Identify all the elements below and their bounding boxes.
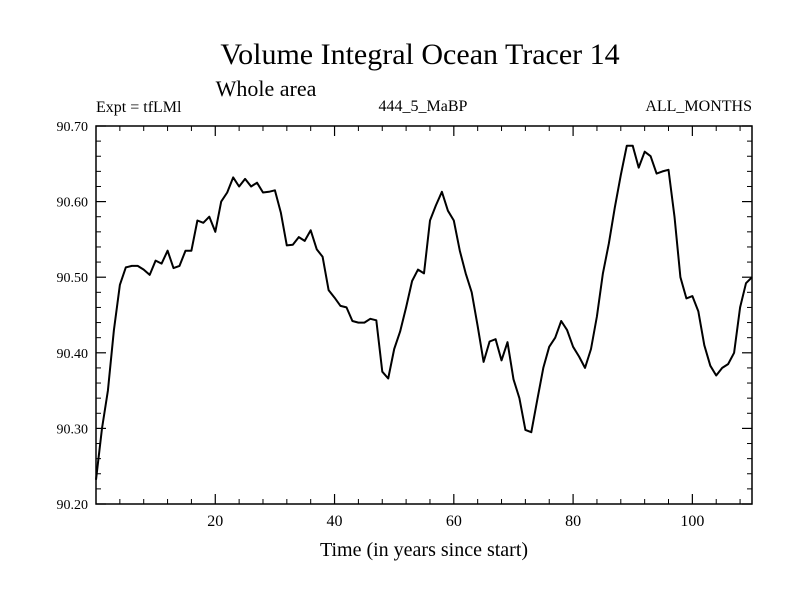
chart-subtitle: Whole area bbox=[216, 76, 317, 101]
axes-layer bbox=[95, 125, 753, 505]
x-tick-label: 60 bbox=[446, 513, 462, 530]
x-tick-label: 80 bbox=[565, 513, 581, 530]
header-right-label: ALL_MONTHS bbox=[645, 98, 752, 115]
x-tick-label: 20 bbox=[207, 513, 223, 530]
plot-frame bbox=[95, 125, 753, 505]
y-tick-label: 90.40 bbox=[57, 347, 89, 362]
x-tick-label: 100 bbox=[680, 513, 704, 530]
header-left-label: Expt = tfLMl bbox=[96, 99, 182, 116]
x-tick-label: 40 bbox=[327, 513, 343, 530]
series-line bbox=[95, 144, 753, 480]
series-layer bbox=[95, 144, 753, 480]
ticks-layer bbox=[96, 125, 752, 505]
y-tick-label: 90.30 bbox=[57, 422, 89, 437]
tick-labels-layer: 20 40 60 80 100 90.20 90.30 90.40 90.50 90.60 90.7… bbox=[57, 120, 705, 530]
y-tick-label: 90.60 bbox=[57, 196, 89, 211]
y-tick-label: 90.70 bbox=[57, 120, 89, 135]
y-tick-label: 90.50 bbox=[57, 271, 89, 286]
x-axis-label: Time (in years since start) bbox=[320, 539, 528, 561]
y-tick-label: 90.20 bbox=[57, 498, 89, 513]
header-center-label: 444_5_MaBP bbox=[379, 98, 468, 115]
chart-title: Volume Integral Ocean Tracer 14 bbox=[220, 38, 619, 71]
